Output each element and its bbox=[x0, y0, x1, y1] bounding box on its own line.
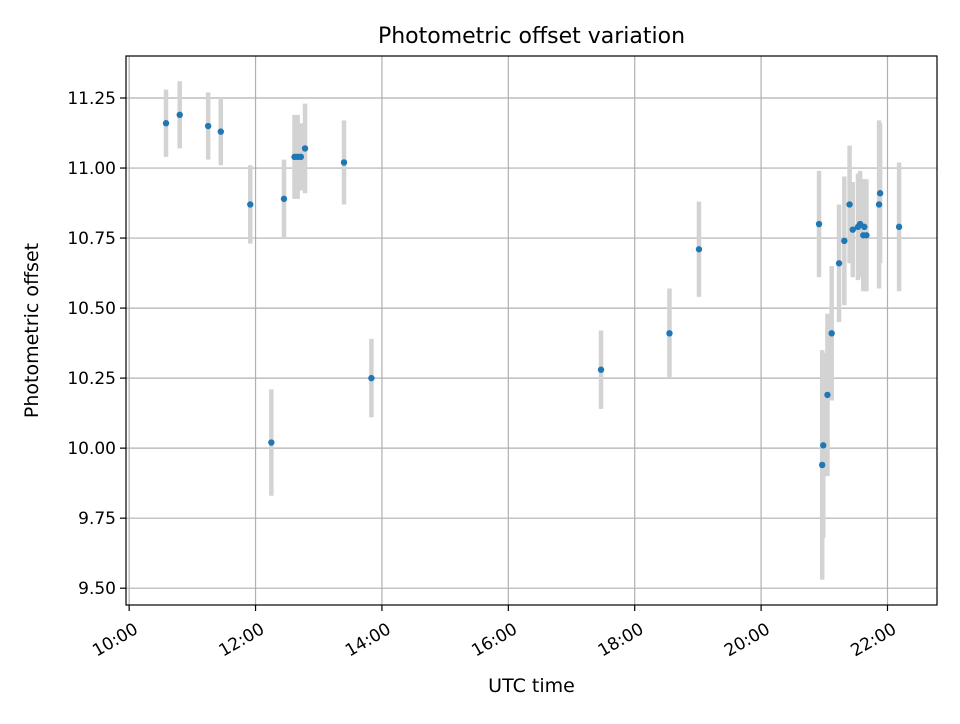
data-point bbox=[695, 246, 703, 253]
data-point bbox=[863, 232, 870, 239]
data-point bbox=[815, 220, 823, 228]
data-point bbox=[368, 374, 375, 382]
y-tick-label: 10.00 bbox=[67, 439, 116, 459]
data-point bbox=[597, 366, 605, 373]
data-point bbox=[818, 461, 826, 469]
data-point bbox=[247, 201, 254, 208]
data-point bbox=[301, 145, 309, 152]
data-point bbox=[849, 226, 856, 233]
y-tick-label: 11.25 bbox=[67, 89, 116, 109]
y-tick-label: 10.25 bbox=[67, 369, 116, 389]
data-point bbox=[176, 111, 183, 119]
data-point bbox=[895, 223, 903, 231]
data-point bbox=[268, 439, 275, 446]
y-axis-ticks: 9.50 9.75 10.00 10.25 10.50 10.75 11.00 11.25 bbox=[67, 89, 126, 599]
data-point bbox=[162, 120, 170, 127]
y-tick-label: 11.00 bbox=[67, 159, 116, 179]
data-points bbox=[162, 111, 903, 469]
data-point bbox=[280, 195, 288, 203]
data-point bbox=[204, 122, 212, 130]
data-point bbox=[876, 190, 884, 197]
data-point bbox=[861, 223, 868, 231]
y-tick-label: 10.50 bbox=[67, 299, 116, 319]
data-point bbox=[828, 330, 835, 337]
y-tick-label: 10.75 bbox=[67, 229, 116, 249]
y-tick-label: 9.75 bbox=[78, 509, 116, 529]
data-point bbox=[841, 237, 848, 245]
data-point bbox=[835, 260, 843, 267]
data-point bbox=[846, 201, 853, 208]
y-axis-label: Photometric offset bbox=[21, 243, 43, 418]
y-tick-label: 9.50 bbox=[78, 579, 116, 599]
grid-lines bbox=[126, 56, 937, 605]
data-point bbox=[820, 442, 827, 449]
plot-frame bbox=[125, 55, 938, 606]
data-point bbox=[297, 153, 305, 161]
data-point bbox=[824, 391, 831, 399]
x-axis-label: UTC time bbox=[488, 675, 575, 697]
data-point bbox=[666, 330, 673, 337]
chart-title: Photometric offset variation bbox=[378, 24, 685, 49]
data-point bbox=[217, 128, 224, 135]
data-point bbox=[340, 159, 348, 166]
data-point bbox=[875, 201, 883, 208]
